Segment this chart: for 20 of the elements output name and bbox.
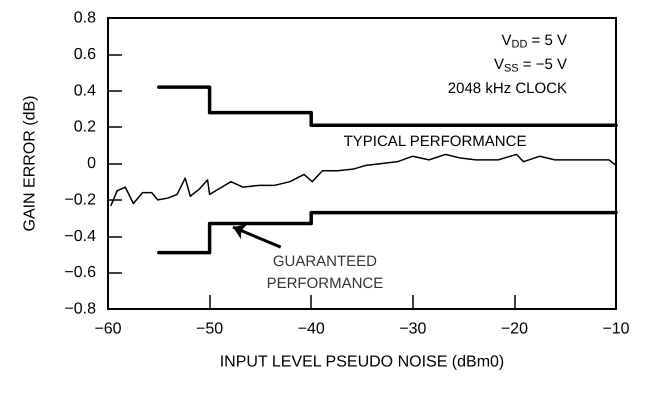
x-tick-label: −60 <box>94 320 122 338</box>
y-tick-label: 0.2 <box>74 118 96 136</box>
x-tick-label: −50 <box>196 320 224 338</box>
y-tick-label: 0.4 <box>74 82 96 100</box>
y-tick-label: 0 <box>87 155 96 172</box>
annotation: 2048 kHz CLOCK <box>448 80 567 97</box>
x-tick-label: −20 <box>500 320 528 338</box>
annotation: TYPICAL PERFORMANCE <box>344 133 526 150</box>
x-axis-title: INPUT LEVEL PSEUDO NOISE (dBm0) <box>220 354 504 370</box>
y-tick-label: 0.6 <box>74 46 96 63</box>
x-tick-label: −10 <box>602 320 630 338</box>
x-tick-label: −30 <box>399 320 426 338</box>
y-axis-title: GAIN ERROR (dB) <box>22 95 38 232</box>
y-tick-label: −0.2 <box>64 191 96 208</box>
y-tick-label: 0.8 <box>74 10 96 26</box>
y-tick-label: −0.4 <box>64 228 96 245</box>
y-tick-label: −0.8 <box>64 300 96 318</box>
x-tick-label: −40 <box>298 320 325 338</box>
y-tick-label: −0.6 <box>64 264 96 282</box>
annotation: GUARANTEED PERFORMANCE <box>266 252 384 292</box>
